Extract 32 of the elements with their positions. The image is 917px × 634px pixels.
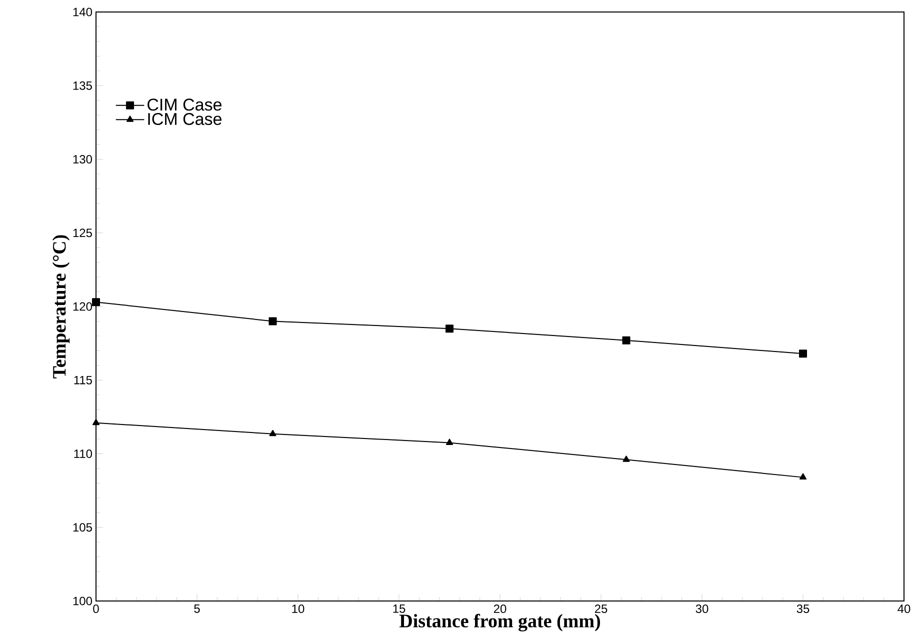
x-tick-label: 35 (796, 604, 810, 614)
x-axis-title: Distance from gate (mm) (399, 614, 600, 632)
legend-label: ICM Case (148, 112, 222, 126)
y-tick-label: 105 (73, 523, 92, 532)
x-tick-label: 20 (494, 604, 506, 614)
y-axis-title: Temperature (°C) (52, 235, 70, 378)
point (799, 350, 808, 358)
point (446, 324, 454, 333)
x-tick-label: 40 (898, 604, 910, 614)
point (622, 336, 630, 344)
x-tick-label: 5 (194, 604, 200, 613)
x-tick-label: 25 (594, 604, 608, 614)
point (92, 298, 100, 306)
y-tick-label: 135 (73, 81, 92, 90)
y-tick-label: 140 (73, 8, 92, 16)
y-tick-label: 125 (73, 228, 92, 238)
x-tick-label: 30 (696, 604, 708, 614)
legend-label: CIM Case (148, 98, 222, 111)
point (799, 473, 807, 480)
x-tick-label: 15 (393, 604, 406, 613)
point (268, 317, 277, 326)
x-tick-label: 10 (292, 604, 304, 614)
y-tick-label: 120 (73, 302, 92, 311)
point (622, 456, 630, 462)
point (92, 418, 100, 426)
point (446, 438, 454, 445)
y-tick-label: 100 (73, 596, 92, 606)
x-tick-label: 0 (93, 604, 99, 614)
y-tick-label: 110 (74, 450, 92, 458)
y-tick-label: 115 (74, 376, 92, 384)
y-tick-label: 130 (73, 155, 92, 164)
point (269, 430, 276, 436)
